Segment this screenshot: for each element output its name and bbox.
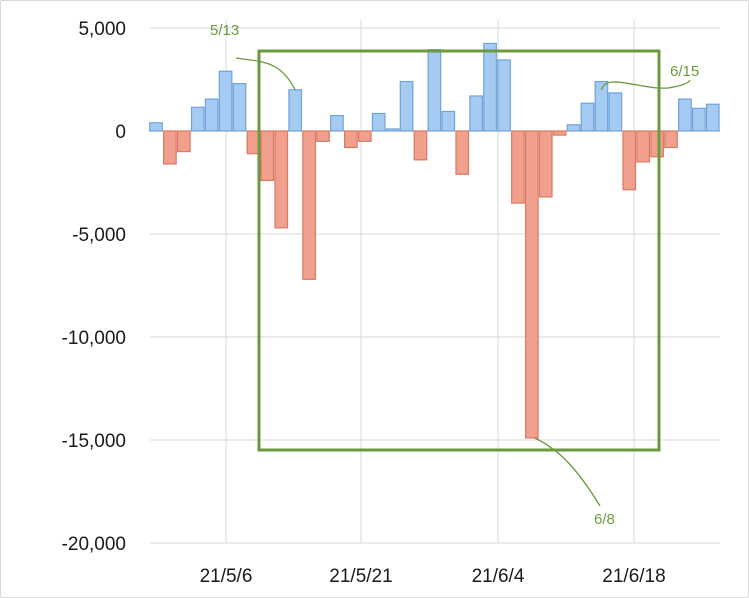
y-tick-label: -20,000 (62, 534, 126, 555)
bar-negative (538, 130, 553, 198)
bar-positive (594, 80, 609, 132)
annotations: 5/13 6/15 6/8 (210, 22, 699, 528)
bar-positive (371, 112, 386, 132)
bar-positive (204, 98, 219, 132)
bar-negative (455, 130, 470, 175)
annotation-leader (600, 79, 691, 91)
bar-positive (385, 128, 400, 132)
bar-negative (511, 130, 525, 204)
bar-positive (483, 42, 497, 132)
axis-labels: 5,000 0 -5,000 -10,000 -15,000 -20,000 21/5/6 2… (62, 19, 666, 587)
bar-negative (650, 130, 664, 158)
bar-positive (330, 114, 344, 132)
bar-positive (218, 70, 233, 132)
bar-negative (357, 130, 372, 142)
annotation-label: 6/8 (594, 511, 615, 528)
bar-positive (678, 98, 692, 132)
bar-negative (664, 130, 678, 149)
y-tick-label: -15,000 (62, 431, 126, 452)
x-tick-label: 21/6/18 (602, 566, 665, 587)
bar-positive (149, 122, 163, 132)
bar-negative (636, 130, 651, 163)
bar-negative (552, 130, 567, 136)
annotation-label: 6/15 (670, 63, 699, 80)
y-tick-label: -5,000 (72, 225, 126, 246)
bar-negative (524, 130, 539, 439)
bar-positive (566, 124, 581, 132)
bar-positive (705, 103, 720, 132)
bar-negative (413, 130, 428, 161)
bar-positive (441, 110, 456, 132)
annotation-leader (534, 437, 601, 507)
bar-positive (399, 80, 414, 132)
bar-negative (260, 130, 275, 182)
x-tick-label: 21/6/4 (472, 566, 525, 587)
highlight-box (257, 49, 661, 452)
bar-negative (274, 130, 289, 229)
bar-positive (232, 83, 247, 132)
y-tick-label: -10,000 (62, 328, 126, 349)
annotation-leader (235, 57, 296, 91)
bar-positive (427, 49, 442, 132)
bar-negative (622, 130, 637, 191)
y-tick-label: 0 (115, 122, 126, 143)
bar-positive (497, 59, 511, 132)
grid-lines (150, 20, 720, 544)
y-tick-label: 5,000 (78, 19, 126, 40)
bar-negative (176, 130, 191, 153)
x-tick-label: 21/5/21 (329, 566, 392, 587)
bar-negative (302, 130, 316, 280)
bar-negative (344, 130, 358, 149)
bars (149, 42, 720, 439)
bar-positive (288, 89, 303, 132)
bar-negative (163, 130, 177, 165)
bar-positive (608, 92, 623, 132)
bar-positive (580, 102, 595, 132)
bar-negative (316, 130, 330, 142)
annotation-label: 5/13 (210, 22, 239, 39)
bar-positive (469, 95, 484, 132)
x-tick-label: 21/5/6 (200, 566, 253, 587)
bar-positive (691, 107, 706, 132)
bar-positive (190, 106, 205, 132)
